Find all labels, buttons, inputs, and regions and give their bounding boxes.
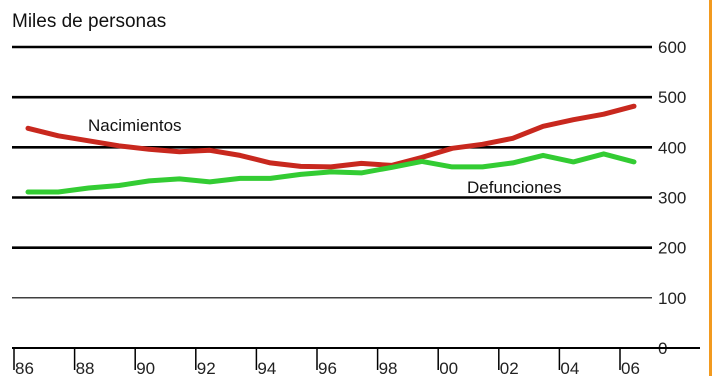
- series-line-nacimientos: [25, 103, 637, 170]
- y-tick-label: 500: [658, 88, 686, 107]
- y-tick-label: 600: [658, 38, 686, 57]
- y-tick-label: 100: [658, 289, 686, 308]
- x-tick-label: 06: [621, 359, 640, 376]
- x-axis: 86 88 90 92 94 96 98 00 02 04 06: [12, 347, 700, 376]
- series-label-nacimientos: Nacimientos: [88, 116, 182, 135]
- x-tick-label: 92: [197, 359, 216, 376]
- y-tick-label: 200: [658, 239, 686, 258]
- x-tick-label: 94: [257, 359, 276, 376]
- x-tick-label: 98: [379, 359, 398, 376]
- series-line-defunciones: [25, 151, 637, 195]
- series-label-defunciones: Defunciones: [467, 178, 562, 197]
- x-tick-label: 04: [560, 359, 579, 376]
- x-tick-label: 00: [439, 359, 458, 376]
- right-edge-bar: [709, 0, 712, 376]
- x-tick-label: 02: [500, 359, 519, 376]
- series-labels: Nacimientos Defunciones: [88, 116, 562, 197]
- x-tick-label: 90: [136, 359, 155, 376]
- y-tick-label: 400: [658, 138, 686, 157]
- y-tick-label: 300: [658, 189, 686, 208]
- y-axis-unit-label: Miles de personas: [12, 11, 166, 32]
- x-tick-label: 86: [15, 359, 34, 376]
- series-lines: [25, 103, 637, 195]
- y-tick-labels: 0100200300400500600: [658, 38, 686, 358]
- x-tick-label: 96: [318, 359, 337, 376]
- x-tick-label: 88: [76, 359, 95, 376]
